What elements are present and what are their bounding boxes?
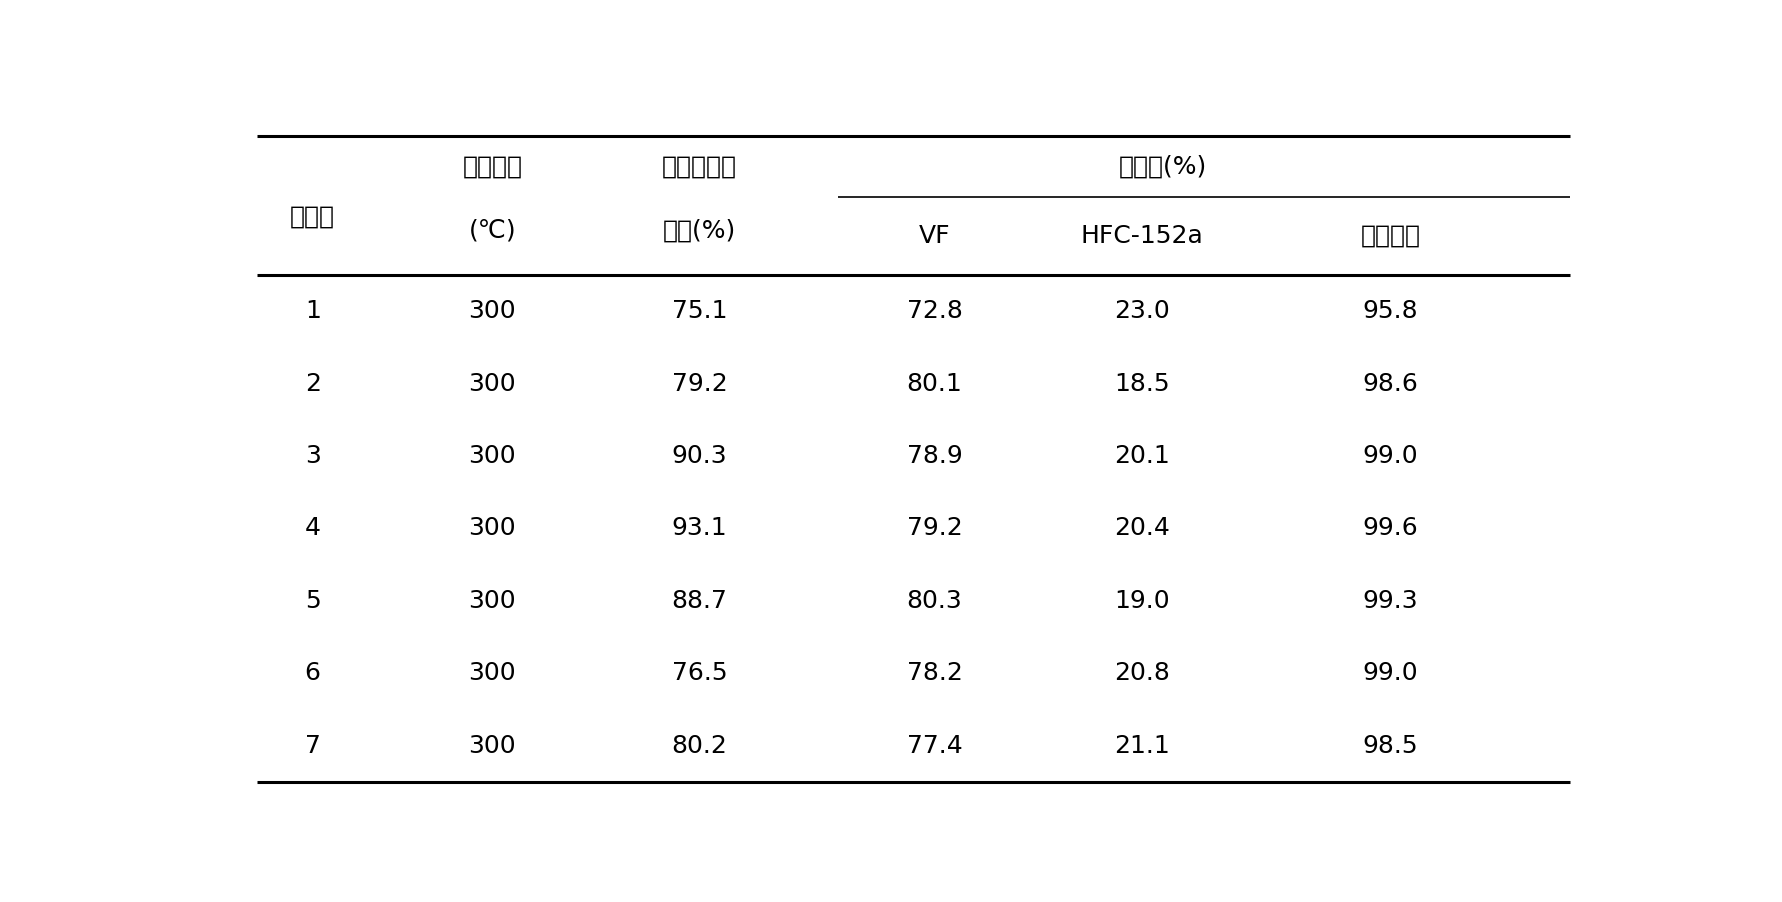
Text: 23.0: 23.0 — [1114, 299, 1169, 323]
Text: 7: 7 — [305, 733, 321, 758]
Text: VF: VF — [918, 224, 950, 248]
Text: 95.8: 95.8 — [1361, 299, 1417, 323]
Text: 300: 300 — [469, 661, 515, 686]
Text: 300: 300 — [469, 372, 515, 396]
Text: 20.8: 20.8 — [1114, 661, 1169, 686]
Text: 20.1: 20.1 — [1114, 444, 1169, 468]
Text: 实施例: 实施例 — [290, 205, 335, 228]
Text: 78.9: 78.9 — [905, 444, 962, 468]
Text: 80.2: 80.2 — [672, 733, 727, 758]
Text: 总选择性: 总选择性 — [1360, 224, 1420, 248]
Text: 76.5: 76.5 — [672, 661, 727, 686]
Text: 5: 5 — [305, 589, 321, 612]
Text: 3: 3 — [305, 444, 321, 468]
Text: 99.0: 99.0 — [1361, 444, 1417, 468]
Text: 2: 2 — [305, 372, 321, 396]
Text: HFC-152a: HFC-152a — [1080, 224, 1203, 248]
Text: 21.1: 21.1 — [1114, 733, 1169, 758]
Text: 98.6: 98.6 — [1361, 372, 1418, 396]
Text: 99.3: 99.3 — [1361, 589, 1417, 612]
Text: 20.4: 20.4 — [1114, 517, 1169, 540]
Text: 90.3: 90.3 — [672, 444, 727, 468]
Text: 300: 300 — [469, 299, 515, 323]
Text: 98.5: 98.5 — [1361, 733, 1417, 758]
Text: 88.7: 88.7 — [672, 589, 727, 612]
Text: (℃): (℃) — [469, 218, 515, 243]
Text: 4: 4 — [305, 517, 321, 540]
Text: 78.2: 78.2 — [905, 661, 962, 686]
Text: 72.8: 72.8 — [905, 299, 962, 323]
Text: 93.1: 93.1 — [672, 517, 727, 540]
Text: 80.3: 80.3 — [905, 589, 962, 612]
Text: 300: 300 — [469, 733, 515, 758]
Text: 99.0: 99.0 — [1361, 661, 1417, 686]
Text: 18.5: 18.5 — [1114, 372, 1169, 396]
Text: 77.4: 77.4 — [905, 733, 962, 758]
Text: 乙炔单程转: 乙炔单程转 — [661, 154, 736, 179]
Text: 化率(%): 化率(%) — [663, 218, 736, 243]
Text: 99.6: 99.6 — [1361, 517, 1418, 540]
Text: 79.2: 79.2 — [905, 517, 962, 540]
Text: 300: 300 — [469, 517, 515, 540]
Text: 19.0: 19.0 — [1114, 589, 1169, 612]
Text: 选择性(%): 选择性(%) — [1117, 154, 1206, 179]
Text: 1: 1 — [305, 299, 321, 323]
Text: 79.2: 79.2 — [672, 372, 727, 396]
Text: 300: 300 — [469, 444, 515, 468]
Text: 6: 6 — [305, 661, 321, 686]
Text: 80.1: 80.1 — [905, 372, 962, 396]
Text: 反应温度: 反应温度 — [462, 154, 522, 179]
Text: 75.1: 75.1 — [672, 299, 727, 323]
Text: 300: 300 — [469, 589, 515, 612]
